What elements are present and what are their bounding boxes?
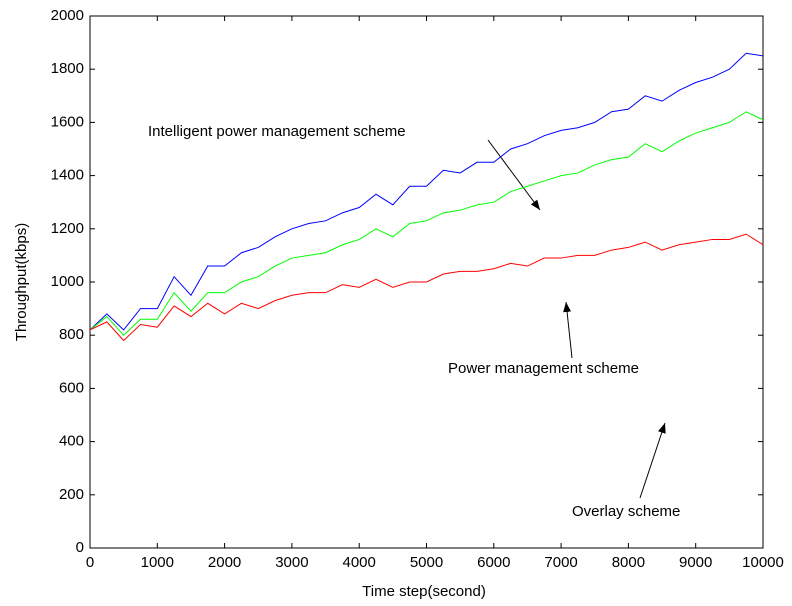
- y-tick-label: 800: [59, 326, 84, 343]
- y-tick-label: 0: [76, 539, 84, 556]
- y-tick-label: 400: [59, 433, 84, 450]
- x-tick-label: 6000: [477, 554, 510, 571]
- x-tick-label: 5000: [410, 554, 443, 571]
- x-tick-label: 10000: [742, 554, 784, 571]
- x-tick-label: 8000: [612, 554, 645, 571]
- x-axis-label: Time step(second): [362, 583, 486, 600]
- y-axis-label: Throughput(kbps): [13, 223, 30, 341]
- y-tick-label: 1600: [51, 113, 84, 130]
- series-line: [89, 52, 764, 331]
- x-tick-label: 4000: [343, 554, 376, 571]
- y-tick-label: 1000: [51, 273, 84, 290]
- x-tick-label: 0: [86, 554, 94, 571]
- series-line: [89, 111, 764, 336]
- x-tick-label: 2000: [208, 554, 241, 571]
- series-annotation: Power management scheme: [448, 360, 639, 377]
- y-tick-label: 1200: [51, 220, 84, 237]
- y-tick-label: 200: [59, 486, 84, 503]
- annotation-arrow: [563, 301, 573, 359]
- series-annotation: Overlay scheme: [572, 503, 680, 520]
- y-tick-label: 2000: [51, 7, 84, 24]
- x-tick-label: 7000: [544, 554, 577, 571]
- annotation-arrow: [487, 139, 541, 211]
- x-tick-label: 3000: [275, 554, 308, 571]
- y-tick-label: 1400: [51, 167, 84, 184]
- annotation-arrow: [639, 422, 666, 499]
- x-tick-label: 9000: [679, 554, 712, 571]
- y-tick-label: 1800: [51, 60, 84, 77]
- series-annotation: Intelligent power management scheme: [148, 123, 406, 140]
- x-tick-label: 1000: [141, 554, 174, 571]
- y-tick-label: 600: [59, 379, 84, 396]
- series-line: [89, 233, 764, 342]
